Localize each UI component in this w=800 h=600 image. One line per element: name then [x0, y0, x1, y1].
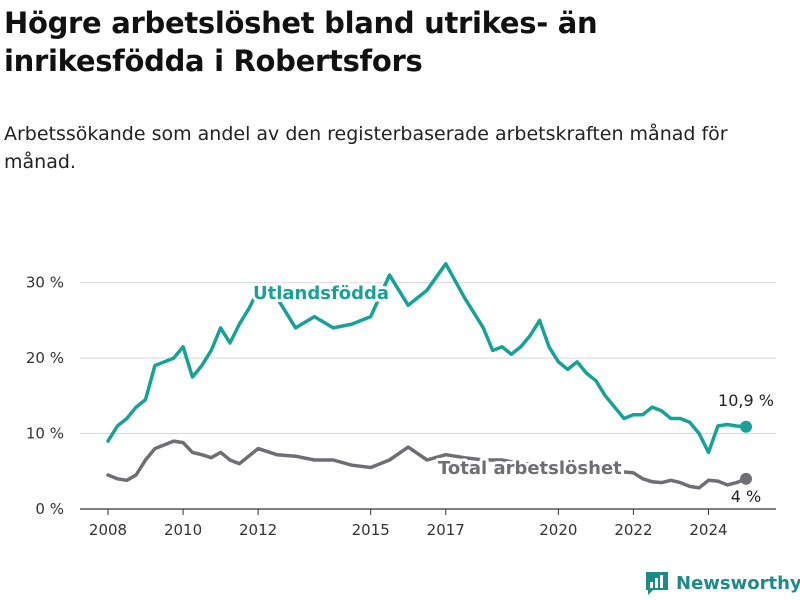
- newsworthy-icon: [646, 572, 668, 595]
- gridlines: [80, 282, 776, 435]
- x-tick-label: 2010: [164, 521, 202, 539]
- series-label-total: Total arbetslöshet: [438, 458, 622, 479]
- chart-title: Högre arbetslöshet bland utrikes- än inr…: [4, 6, 598, 78]
- end-point-utlandsfodda: [740, 420, 752, 433]
- end-point-total: [740, 472, 752, 485]
- end-label-total: 4 %: [731, 487, 761, 506]
- y-tick-label: 10 %: [26, 425, 64, 443]
- series-line-total: [106, 439, 748, 490]
- y-tick-label: 20 %: [26, 349, 64, 367]
- x-axis: 2008 2010 2012 2015 2017 2020 2022 2024: [80, 508, 776, 539]
- x-tick-label: 2017: [427, 521, 465, 539]
- x-tick-label: 2022: [614, 521, 652, 539]
- newsworthy-logo: Newsworthy: [644, 568, 800, 598]
- x-tick-label: 2024: [689, 521, 727, 539]
- end-label-utlandsfodda: 10,9 %: [718, 391, 774, 410]
- series-label-utlandsfodda-halo: Utlandsfödda: [253, 283, 389, 304]
- y-tick-label: 30 %: [26, 274, 64, 292]
- series-label-utlandsfodda: Utlandsfödda: [253, 283, 389, 304]
- x-tick-label: 2008: [89, 521, 127, 539]
- x-tick-label: 2012: [239, 521, 277, 539]
- chart-subtitle: Arbetssökande som andel av den registerb…: [4, 123, 728, 173]
- y-tick-label: 0 %: [35, 500, 64, 518]
- brand-name: Newsworthy: [676, 572, 800, 594]
- series-line-utlandsfodda: [106, 262, 748, 455]
- x-tick-label: 2020: [539, 521, 577, 539]
- series: [106, 262, 752, 490]
- x-tick-label: 2015: [352, 521, 390, 539]
- y-axis: 0 % 10 % 20 % 30 %: [26, 274, 64, 518]
- series-label-total-halo: Total arbetslöshet: [438, 458, 622, 479]
